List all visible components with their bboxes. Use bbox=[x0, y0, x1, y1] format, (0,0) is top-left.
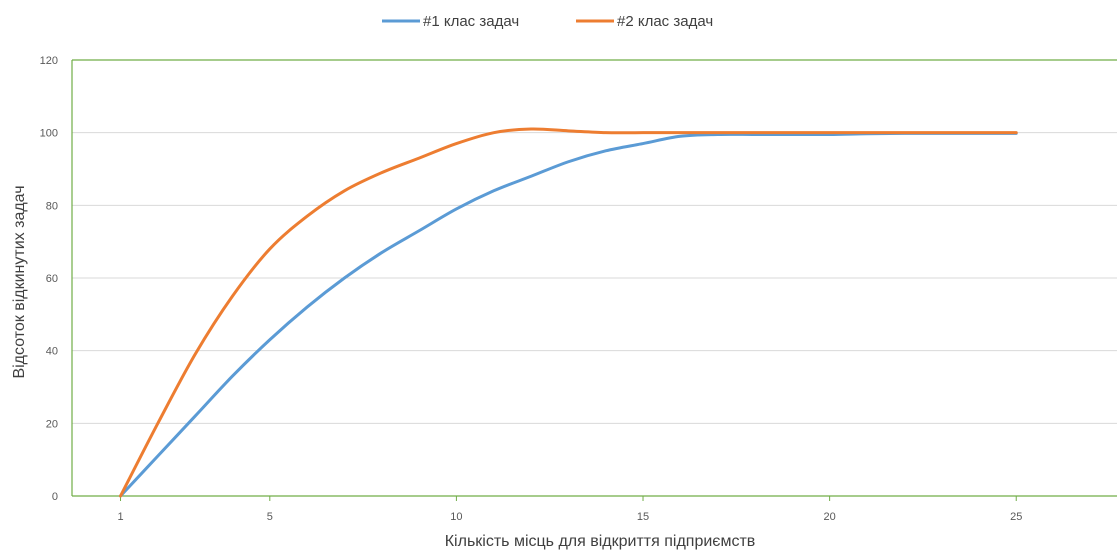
x-tick-label: 10 bbox=[450, 511, 462, 523]
y-tick-label: 80 bbox=[46, 200, 58, 212]
x-tick-label: 25 bbox=[1010, 511, 1022, 523]
legend-label-2: #2 клас задач bbox=[617, 13, 713, 30]
x-tick-label: 15 bbox=[637, 511, 649, 523]
x-axis-title: Кількість місць для відкриття підприємст… bbox=[445, 533, 756, 550]
x-tick-label: 20 bbox=[824, 511, 836, 523]
x-tick-label: 1 bbox=[117, 511, 123, 523]
legend: #1 клас задач #2 клас задач bbox=[382, 13, 713, 30]
y-tick-label: 120 bbox=[40, 55, 58, 67]
legend-label-1: #1 клас задач bbox=[423, 13, 519, 30]
y-tick-label: 100 bbox=[40, 128, 58, 140]
y-tick-label: 0 bbox=[52, 491, 58, 503]
y-tick-label: 40 bbox=[46, 346, 58, 358]
x-tick-label: 5 bbox=[267, 511, 273, 523]
y-axis-title: Відсоток відкинутих задач bbox=[11, 185, 28, 378]
y-tick-label: 60 bbox=[46, 273, 58, 285]
series-line-1 bbox=[119, 131, 1018, 498]
series-lines bbox=[119, 127, 1018, 498]
series-line-2 bbox=[119, 127, 1018, 498]
y-tick-label: 20 bbox=[46, 418, 58, 430]
